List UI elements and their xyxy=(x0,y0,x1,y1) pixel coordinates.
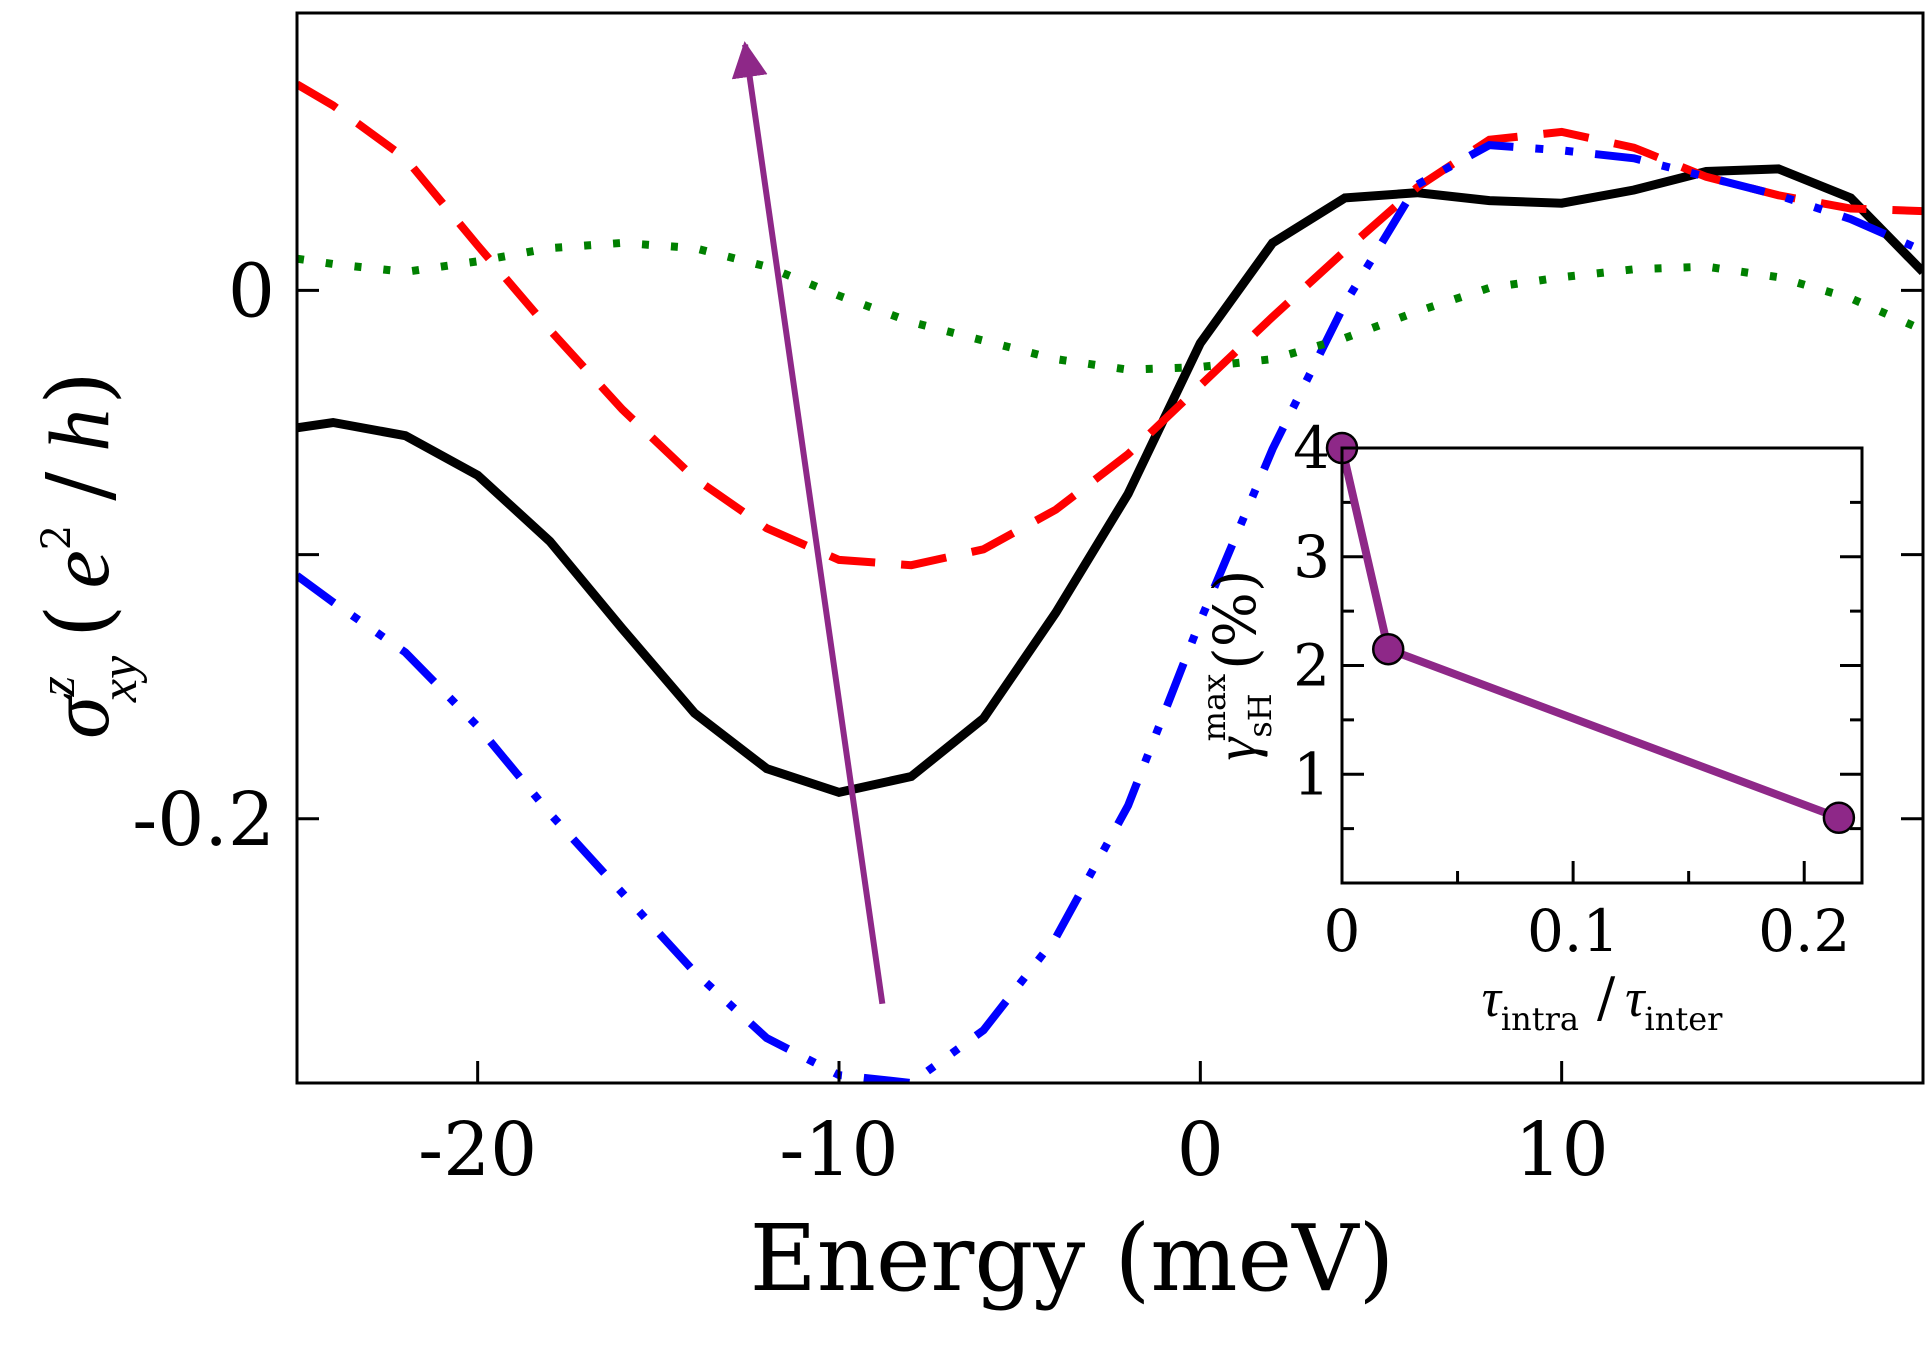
y-title-superscript: z xyxy=(29,676,86,697)
inset-x-sub2: inter xyxy=(1645,1000,1724,1038)
inset-x-tick-label: 0 xyxy=(1324,897,1361,965)
main-series-group xyxy=(297,80,1923,1083)
inset-x-tick-label: 0.2 xyxy=(1758,897,1850,965)
inset-x-tau1: τ xyxy=(1482,968,1503,1028)
annotation-arrow xyxy=(731,41,886,1005)
inset-x-tau2: τ xyxy=(1625,968,1646,1028)
main-x-tick-label: 10 xyxy=(1515,1107,1609,1193)
main-x-tick-label: -20 xyxy=(418,1107,537,1193)
main-y-tick-label: -0.2 xyxy=(132,777,275,863)
y-title-unit-sup: 2 xyxy=(34,525,80,550)
main-annotations xyxy=(731,41,886,1005)
inset-y-sub: sH xyxy=(1241,693,1279,737)
series-line-dashed xyxy=(297,80,1923,570)
inset-x-sub1: intra xyxy=(1501,1000,1579,1038)
y-title-unit-h: h xyxy=(31,409,127,452)
y-title-open-paren: ( xyxy=(29,604,129,638)
inset-y-axis-title: γsHmax (%) xyxy=(1195,569,1279,760)
inset-plot-frame xyxy=(1340,446,1864,885)
main-chart: -20 -10 0 100-0.2 Energy (meV) σzxy(e2/h) xyxy=(29,11,1925,1312)
inset-data-point xyxy=(1822,801,1856,834)
y-title-subscript: xy xyxy=(91,655,148,703)
inset-x-axis-title: τintra / τinter xyxy=(1482,966,1724,1038)
inset-series-group xyxy=(1325,431,1856,834)
inset-background xyxy=(1342,448,1862,883)
inset-x-tick-label: 0.1 xyxy=(1527,897,1619,965)
y-title-slash: / xyxy=(29,472,129,501)
inset-x-slash: / xyxy=(1597,966,1616,1029)
main-x-axis-title: Energy (meV) xyxy=(750,1205,1395,1312)
inset-y-tick-label: 2 xyxy=(1293,632,1330,700)
series-line-dotted xyxy=(297,238,1923,374)
inset-y-sup: max xyxy=(1195,674,1233,741)
y-title-sigma: σ xyxy=(31,693,127,739)
inset-y-gamma: γ xyxy=(1203,736,1268,761)
y-title-unit-e: e xyxy=(31,550,127,588)
main-y-axis-title: σzxy ( e2 / h) xyxy=(29,371,148,739)
inset-y-tick-label: 3 xyxy=(1293,523,1330,591)
inset-y-tick-label: 1 xyxy=(1293,740,1330,808)
series-line-solid xyxy=(297,164,1923,798)
main-y-tick-label: 0 xyxy=(228,248,275,334)
main-plot-frame xyxy=(295,11,1925,1085)
inset-y-tick-label: 4 xyxy=(1293,414,1330,482)
main-x-tick-label: 0 xyxy=(1177,1107,1224,1193)
inset-ticks: 0 0.1 0.2 1 2 3 4 xyxy=(1293,414,1862,965)
series-line-dash-dot-dot xyxy=(297,141,1923,1083)
y-title-close-paren: ) xyxy=(29,371,129,405)
main-ticks: -20 -10 0 100-0.2 xyxy=(132,248,1923,1193)
inset-data-point xyxy=(1371,632,1405,666)
main-x-tick-label: -10 xyxy=(779,1107,898,1193)
inset-y-rest: (%) xyxy=(1201,569,1269,669)
